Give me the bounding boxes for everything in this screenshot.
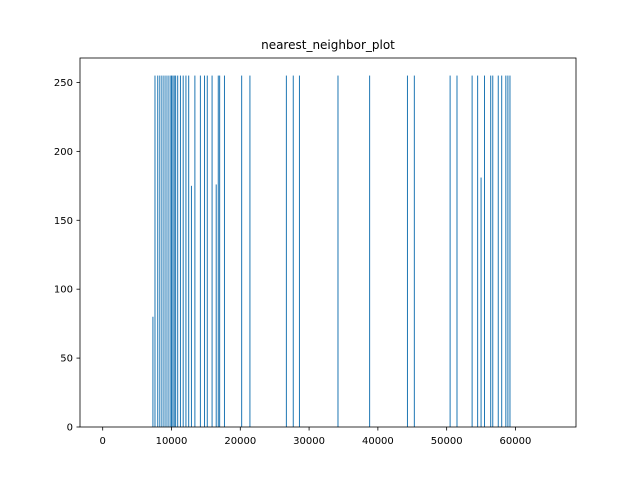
bar <box>154 75 156 427</box>
x-tick-label: 60000 <box>500 436 532 447</box>
bar <box>217 75 219 427</box>
bar <box>206 75 208 427</box>
bar <box>413 75 415 427</box>
y-tick-label: 200 <box>54 147 73 158</box>
bar <box>171 75 172 427</box>
bar <box>456 75 458 427</box>
bar <box>199 75 201 427</box>
bar <box>167 75 169 427</box>
bar <box>480 177 482 427</box>
y-tick-label: 250 <box>54 78 73 89</box>
bar <box>292 75 294 427</box>
y-tick-label: 0 <box>67 423 73 434</box>
bar <box>204 75 206 427</box>
bar <box>163 75 165 427</box>
bar <box>471 75 473 427</box>
x-tick-label: 40000 <box>362 436 394 447</box>
bar <box>298 75 300 427</box>
bar <box>249 75 251 427</box>
bar <box>505 75 507 427</box>
bar <box>477 75 479 427</box>
bar <box>507 75 509 427</box>
bar <box>501 75 503 427</box>
y-axis-ticks: 0 50 100 150 200 250 <box>54 78 80 434</box>
bar <box>182 75 184 427</box>
bar <box>173 75 175 427</box>
bar <box>337 75 339 427</box>
bar <box>211 75 213 427</box>
bar <box>223 75 225 427</box>
x-tick-label: 0 <box>100 436 106 447</box>
x-tick-label: 10000 <box>156 436 188 447</box>
bar <box>194 75 196 427</box>
bar <box>172 75 174 427</box>
bar <box>490 75 492 427</box>
x-tick-label: 30000 <box>293 436 325 447</box>
bar <box>165 75 167 427</box>
bar <box>484 75 485 427</box>
bar <box>179 75 181 427</box>
y-tick-label: 100 <box>54 285 73 296</box>
plot-frame <box>79 57 577 428</box>
x-tick-label: 50000 <box>431 436 463 447</box>
bar <box>175 75 177 427</box>
bar <box>509 75 511 427</box>
bar <box>177 75 179 427</box>
bar <box>492 75 494 427</box>
chart-title: nearest_neighbor_plot <box>261 38 395 52</box>
bar <box>285 75 287 427</box>
y-tick-label: 150 <box>54 216 73 227</box>
bar <box>188 75 190 427</box>
bar <box>215 184 217 427</box>
bar <box>369 75 371 427</box>
y-tick-label: 50 <box>60 354 73 365</box>
bar <box>157 75 159 427</box>
bar <box>219 75 221 427</box>
bar <box>497 75 499 427</box>
x-tick-label: 20000 <box>224 436 256 447</box>
bar <box>449 75 451 427</box>
bar <box>159 75 161 427</box>
bar <box>185 75 187 427</box>
bar <box>161 75 163 427</box>
x-axis-ticks: 0 10000 20000 30000 40000 50000 60000 <box>100 427 532 447</box>
bar <box>169 75 171 427</box>
bar <box>190 185 192 427</box>
bar <box>152 316 154 427</box>
bar <box>406 75 408 427</box>
bars-group <box>152 75 511 427</box>
bar <box>241 75 243 427</box>
